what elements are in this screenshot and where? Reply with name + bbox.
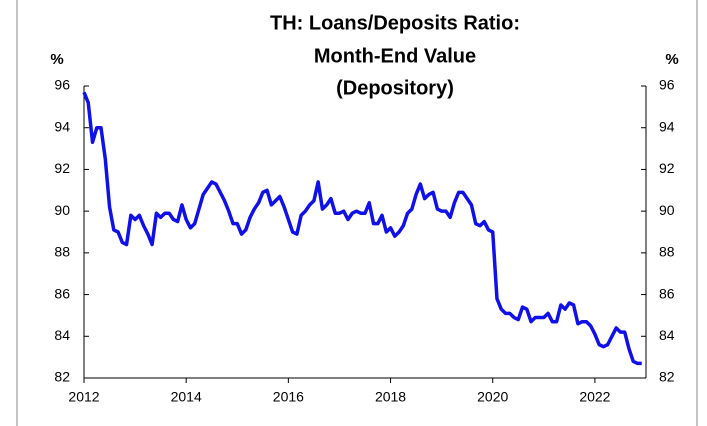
chart-title: TH: Loans/Deposits Ratio:	[270, 12, 520, 34]
x-tick-label: 2012	[68, 389, 99, 405]
chart-title: (Depository)	[336, 77, 454, 99]
y-tick-label: 92	[54, 160, 70, 176]
y-tick-label: 96	[54, 77, 70, 93]
x-tick-label: 2018	[375, 389, 406, 405]
y2-tick-label: 90	[659, 202, 675, 218]
x-tick-label: 2016	[273, 389, 304, 405]
y-axis-label: %	[50, 51, 63, 68]
chart-border	[16, 0, 698, 426]
y2-tick-label: 96	[659, 77, 675, 93]
chart-title: Month-End Value	[314, 45, 476, 67]
y-tick-label: 94	[54, 118, 70, 134]
x-tick-label: 2014	[171, 389, 202, 405]
data-line	[82, 91, 642, 366]
y-tick-label: 86	[54, 285, 70, 301]
y2-tick-label: 94	[659, 118, 675, 134]
y-tick-label: 88	[54, 244, 70, 260]
y-tick-label: 90	[54, 202, 70, 218]
y2-tick-label: 86	[659, 285, 675, 301]
y-tick-label: 82	[54, 369, 70, 385]
y2-tick-label: 92	[659, 160, 675, 176]
y2-tick-label: 88	[659, 244, 675, 260]
y2-tick-label: 82	[659, 369, 675, 385]
x-tick-label: 2020	[477, 389, 508, 405]
y2-tick-label: 84	[659, 327, 675, 343]
y2-axis-label: %	[665, 51, 678, 68]
x-tick-label: 2022	[579, 389, 610, 405]
y-tick-label: 84	[54, 327, 70, 343]
